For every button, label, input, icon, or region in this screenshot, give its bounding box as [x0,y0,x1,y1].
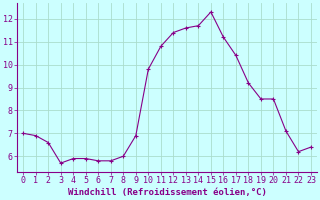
X-axis label: Windchill (Refroidissement éolien,°C): Windchill (Refroidissement éolien,°C) [68,188,267,197]
